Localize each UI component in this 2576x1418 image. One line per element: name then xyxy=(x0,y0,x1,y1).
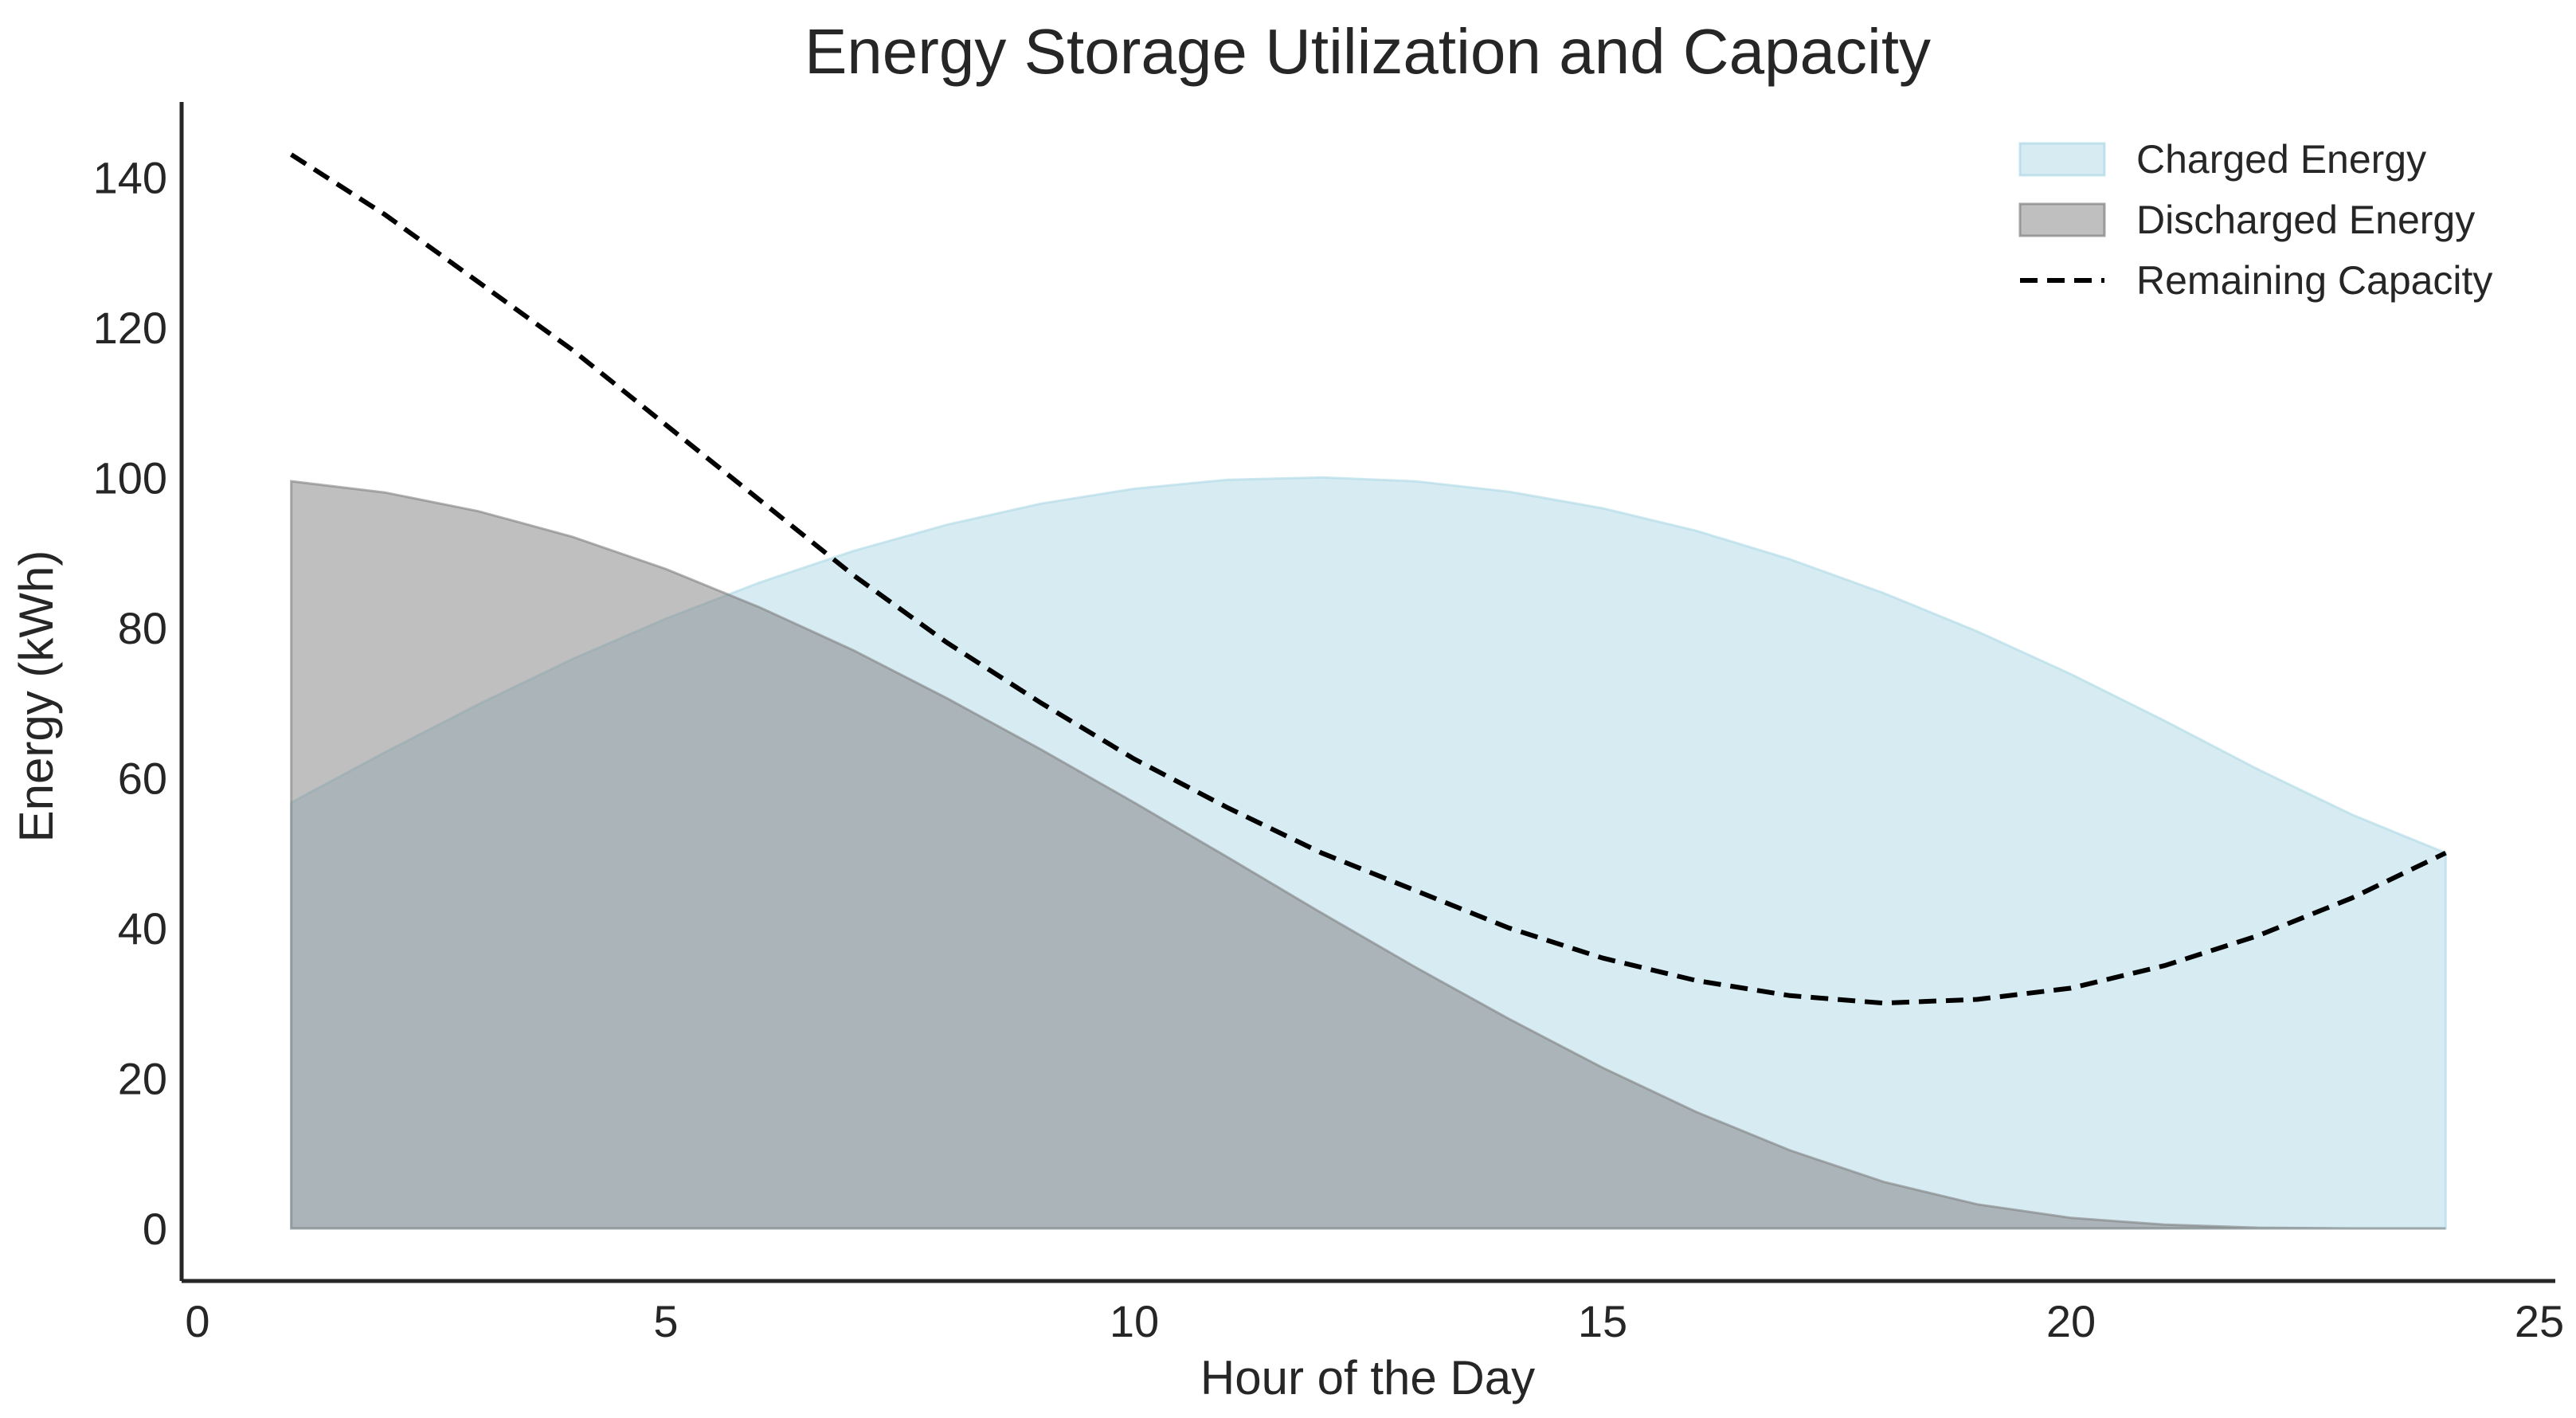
x-tick-label: 20 xyxy=(2046,1296,2096,1346)
y-tick-label: 0 xyxy=(143,1204,167,1254)
y-tick-label: 140 xyxy=(93,152,167,202)
x-tick-label: 10 xyxy=(1110,1296,1159,1346)
y-tick-label: 120 xyxy=(93,303,167,353)
x-axis-title: Hour of the Day xyxy=(1200,1351,1535,1404)
y-tick-label: 60 xyxy=(118,753,167,803)
legend: Charged Energy Discharged Energy Remaining… xyxy=(2018,137,2492,303)
x-tick-label: 0 xyxy=(185,1296,209,1346)
area-discharged-energy xyxy=(290,480,2446,1230)
legend-label: Charged Energy xyxy=(2136,137,2426,182)
y-tick-label: 80 xyxy=(118,603,167,653)
legend-swatch xyxy=(2018,202,2106,237)
y-axis-title: Energy (kWh) xyxy=(10,550,63,843)
legend-swatch xyxy=(2018,142,2106,177)
line-remaining-capacity xyxy=(289,152,2447,1006)
y-tick-label: 20 xyxy=(118,1053,167,1103)
x-ticks: 0 5 10 15 20 25 xyxy=(185,1296,2564,1346)
legend-label: Remaining Capacity xyxy=(2136,258,2492,303)
plot-areas xyxy=(290,476,2447,1230)
y-tick-label: 40 xyxy=(118,903,167,954)
x-tick-label: 15 xyxy=(1578,1296,1627,1346)
plot-lines xyxy=(289,152,2447,1006)
y-tick-label: 100 xyxy=(93,452,167,503)
x-tick-label: 25 xyxy=(2515,1296,2564,1346)
y-ticks: 0 20 40 60 80 100 120 140 xyxy=(93,152,167,1254)
chart-title: Energy Storage Utilization and Capacity xyxy=(805,16,1931,87)
legend-label: Discharged Energy xyxy=(2136,198,2475,242)
x-tick-label: 5 xyxy=(653,1296,678,1346)
